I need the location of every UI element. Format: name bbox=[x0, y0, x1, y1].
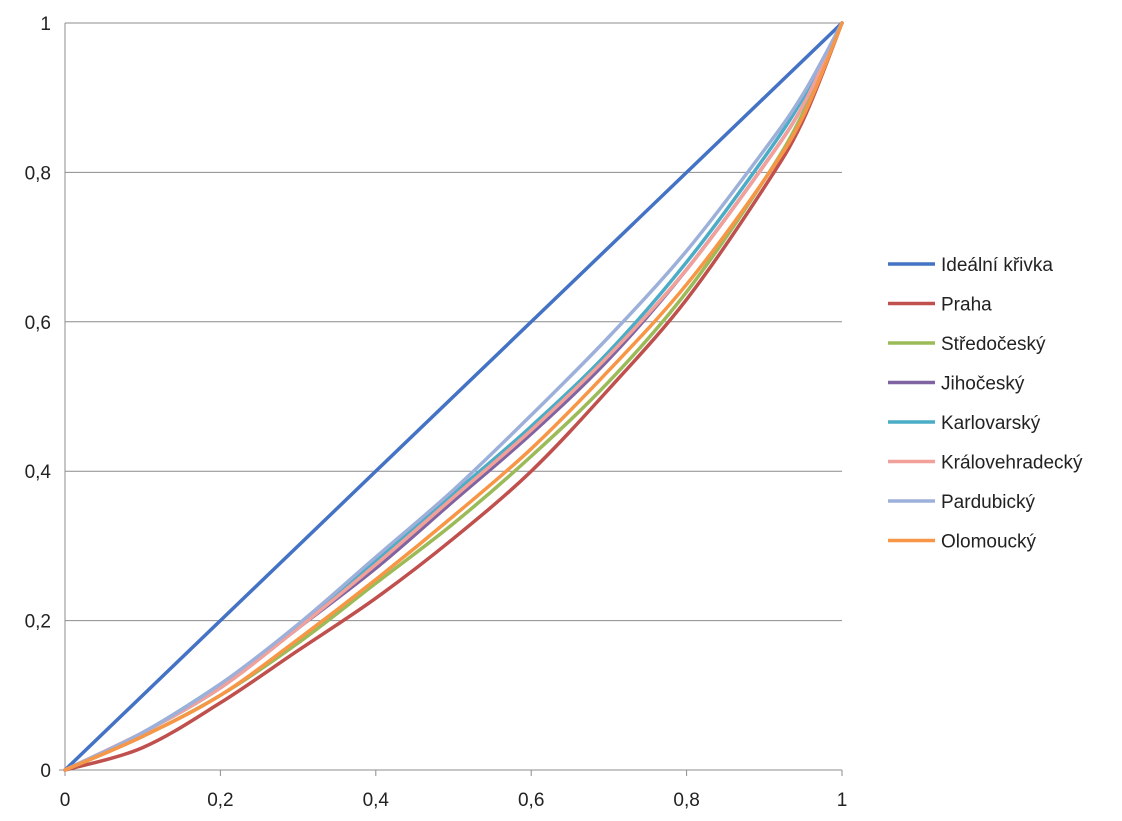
x-tick-label: 1 bbox=[837, 790, 848, 811]
legend-item: Středočeský bbox=[888, 334, 1046, 355]
series-line bbox=[63, 21, 844, 772]
legend-item: Ideální křivka bbox=[888, 255, 1053, 276]
y-tick-label: 0,4 bbox=[25, 462, 52, 483]
legend-item: Královehradecký bbox=[888, 453, 1083, 474]
legend-item: Olomoucký bbox=[888, 532, 1037, 553]
legend-label: Pardubický bbox=[941, 492, 1035, 513]
legend-label: Královehradecký bbox=[941, 453, 1083, 474]
legend-label: Středočeský bbox=[941, 334, 1046, 355]
series-line bbox=[63, 21, 844, 772]
series-line bbox=[63, 21, 844, 772]
series-lines bbox=[63, 21, 844, 772]
y-tick-label: 1 bbox=[40, 14, 51, 35]
axes bbox=[59, 23, 843, 776]
legend: Ideální křivka Praha Středočeský Jihočeský K… bbox=[888, 255, 1083, 553]
series-line bbox=[63, 21, 844, 772]
gridlines bbox=[65, 22, 842, 622]
y-tick-labels: 0 0,2 0,4 0,6 0,8 1 bbox=[25, 14, 52, 782]
x-tick-label: 0,2 bbox=[207, 790, 233, 811]
y-tick-label: 0 bbox=[40, 761, 51, 782]
legend-label: Karlovarský bbox=[941, 413, 1041, 434]
legend-label: Praha bbox=[941, 295, 992, 316]
legend-item: Praha bbox=[888, 295, 992, 316]
y-tick-label: 0,2 bbox=[25, 612, 51, 633]
x-tick-label: 0,6 bbox=[518, 790, 544, 811]
legend-item: Pardubický bbox=[888, 492, 1035, 513]
legend-item: Karlovarský bbox=[888, 413, 1041, 434]
x-tick-labels: 0 0,2 0,4 0,6 0,8 1 bbox=[60, 790, 848, 811]
series-line bbox=[63, 21, 844, 772]
x-tick-label: 0,4 bbox=[363, 790, 390, 811]
legend-label: Jihočeský bbox=[941, 374, 1025, 395]
y-tick-label: 0,6 bbox=[25, 313, 51, 334]
x-tick-label: 0,8 bbox=[673, 790, 699, 811]
y-tick-label: 0,8 bbox=[25, 163, 51, 184]
x-tick-label: 0 bbox=[60, 790, 71, 811]
legend-item: Jihočeský bbox=[888, 374, 1025, 395]
legend-label: Olomoucký bbox=[941, 532, 1037, 553]
legend-label: Ideální křivka bbox=[941, 255, 1053, 276]
